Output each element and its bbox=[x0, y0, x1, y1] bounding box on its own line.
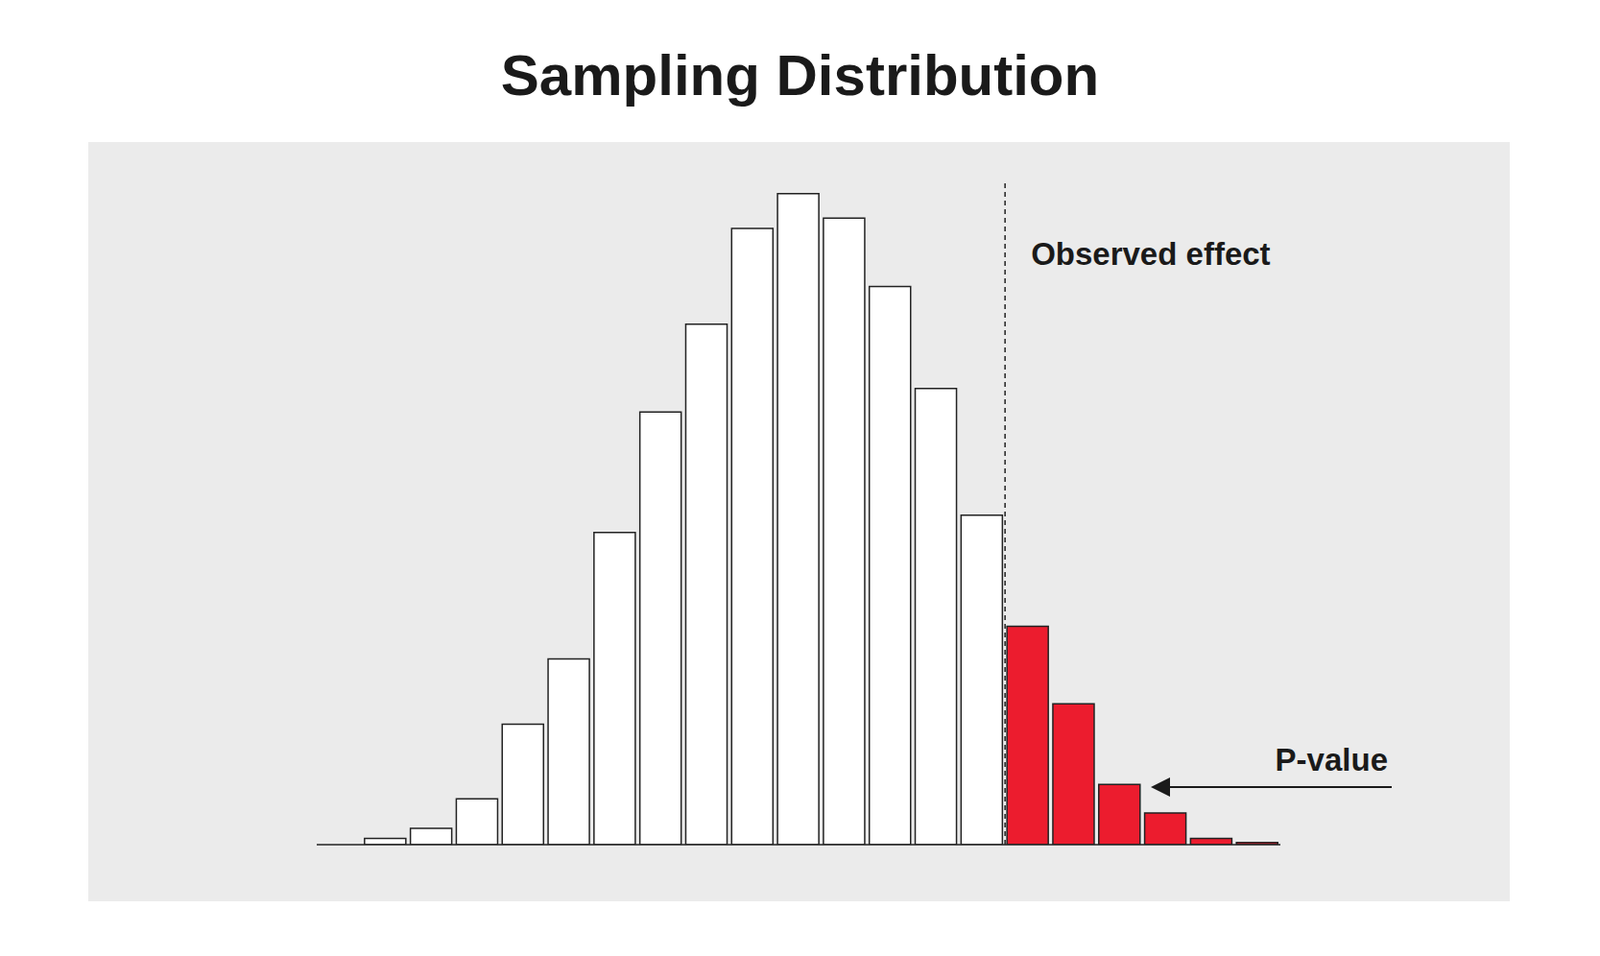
svg-text:Observed effect: Observed effect bbox=[1030, 236, 1270, 272]
svg-text:P-value: P-value bbox=[1275, 741, 1388, 778]
svg-text:Sampling Distribution: Sampling Distribution bbox=[501, 43, 1099, 108]
